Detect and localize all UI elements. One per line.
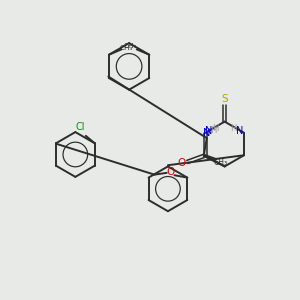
Text: N: N <box>206 126 213 136</box>
Text: S: S <box>221 94 228 104</box>
Text: CH₃: CH₃ <box>124 44 137 50</box>
Text: N: N <box>236 126 244 136</box>
Text: CH₃: CH₃ <box>213 158 227 167</box>
Text: N: N <box>203 128 210 138</box>
Text: O: O <box>178 158 186 168</box>
Text: O: O <box>166 167 174 177</box>
Text: H: H <box>212 124 219 133</box>
Text: CH₃: CH₃ <box>119 45 133 51</box>
Text: H: H <box>210 126 217 135</box>
Text: Cl: Cl <box>75 122 85 133</box>
Text: H: H <box>230 124 237 133</box>
